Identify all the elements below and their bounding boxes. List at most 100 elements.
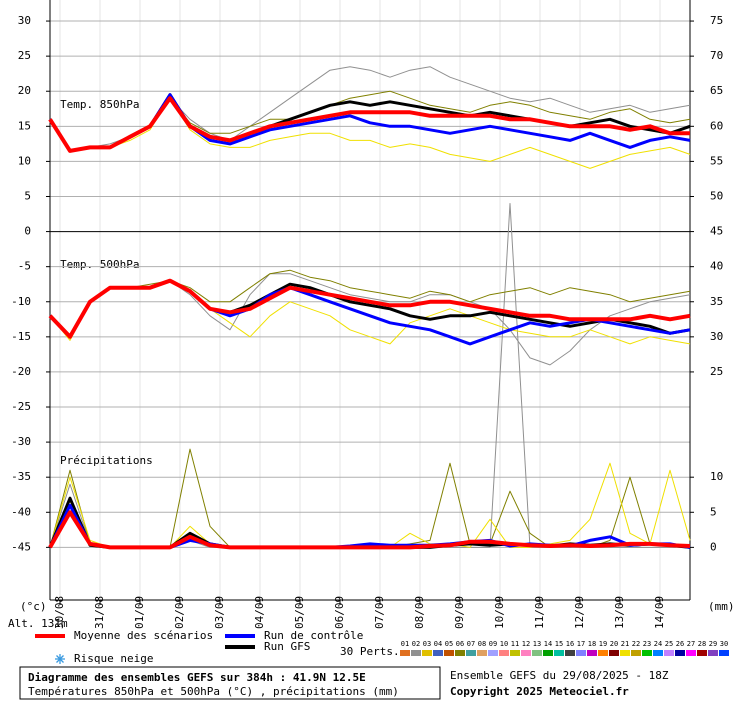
y-tick-label: -40 <box>11 505 31 518</box>
member-label: 15 <box>555 640 563 648</box>
y2-tick-label: 50 <box>710 189 723 202</box>
member-swatch <box>477 650 487 656</box>
x-tick-label: 31/08 <box>93 596 106 629</box>
member-swatch <box>620 650 630 656</box>
member-swatch <box>455 650 465 656</box>
title: Diagramme des ensembles GEFS sur 384h : … <box>28 671 366 684</box>
y-tick-label: -15 <box>11 330 31 343</box>
member-label: 02 <box>412 640 420 648</box>
x-tick-label: 08/09 <box>413 596 426 629</box>
y-tick-label: 15 <box>18 119 31 132</box>
member-swatch <box>510 650 520 656</box>
member-swatch <box>565 650 575 656</box>
members-label: 30 Perts. <box>340 645 400 658</box>
legend-label: Run GFS <box>264 640 310 653</box>
y2-tick-label: 70 <box>710 49 723 62</box>
copyright: Copyright 2025 Meteociel.fr <box>450 685 629 698</box>
x-tick-label: 09/09 <box>453 596 466 629</box>
y2-tick-label: 10 <box>710 470 723 483</box>
y2-tick-label: 0 <box>710 540 717 553</box>
y-tick-label: 0 <box>24 225 31 238</box>
member-swatch <box>488 650 498 656</box>
x-tick-label: 04/09 <box>253 596 266 629</box>
info-box <box>19 666 441 700</box>
subtitle: Températures 850hPa et 500hPa (°C) , pré… <box>28 685 399 698</box>
y2-tick-label: 30 <box>710 330 723 343</box>
member-swatch <box>554 650 564 656</box>
member-swatch <box>631 650 641 656</box>
x-tick-label: 11/09 <box>533 596 546 629</box>
member-label: 06 <box>456 640 464 648</box>
y2-tick-label: 75 <box>710 14 723 27</box>
legend-label: Moyenne des scénarios <box>74 629 213 642</box>
x-tick-label: 06/09 <box>333 596 346 629</box>
y-tick-label: -10 <box>11 295 31 308</box>
y-tick-label: 20 <box>18 84 31 97</box>
legend-label: Run de contrôle <box>264 629 363 642</box>
member-label: 21 <box>621 640 629 648</box>
member-swatch <box>422 650 432 656</box>
member-swatch <box>664 650 674 656</box>
x-tick-label: 10/09 <box>493 596 506 629</box>
member-swatch <box>708 650 718 656</box>
member-label: 22 <box>632 640 640 648</box>
series-line <box>48 510 691 550</box>
member-swatch <box>609 650 619 656</box>
y2-tick-label: 45 <box>710 225 723 238</box>
member-label: 12 <box>522 640 530 648</box>
member-swatch <box>411 650 421 656</box>
y2-unit: (mm) <box>708 600 735 613</box>
y2-tick-label: 60 <box>710 119 723 132</box>
member-label: 24 <box>654 640 662 648</box>
y-tick-label: 5 <box>24 189 31 202</box>
member-swatch <box>587 650 597 656</box>
member-swatch <box>499 650 509 656</box>
y2-tick-label: 35 <box>710 295 723 308</box>
series-line <box>48 96 690 153</box>
y2-tick-label: 40 <box>710 260 723 273</box>
y-tick-label: -5 <box>18 260 31 273</box>
member-swatch <box>532 650 542 656</box>
member-label: 11 <box>511 640 519 648</box>
member-label: 01 <box>401 640 409 648</box>
member-label: 20 <box>610 640 618 648</box>
y-unit: (°c) <box>20 600 47 613</box>
member-label: 04 <box>434 640 442 648</box>
member-swatch <box>686 650 696 656</box>
y-tick-label: -20 <box>11 365 31 378</box>
x-tick-label: 01/09 <box>133 596 146 629</box>
member-label: 19 <box>599 640 607 648</box>
member-label: 28 <box>698 640 706 648</box>
y2-tick-label: 65 <box>710 84 723 97</box>
member-swatch <box>400 650 410 656</box>
member-label: 03 <box>423 640 431 648</box>
x-tick-label: 30/08 <box>53 596 66 629</box>
member-label: 23 <box>643 640 651 648</box>
member-swatch <box>433 650 443 656</box>
x-tick-label: 02/09 <box>173 596 186 629</box>
member-swatch <box>466 650 476 656</box>
y2-tick-label: 25 <box>710 365 723 378</box>
member-swatch <box>543 650 553 656</box>
member-label: 30 <box>720 640 728 648</box>
y-tick-label: 25 <box>18 49 31 62</box>
y-tick-label: -35 <box>11 470 31 483</box>
member-label: 07 <box>467 640 475 648</box>
y-tick-label: -30 <box>11 435 31 448</box>
member-swatch <box>521 650 531 656</box>
series-line <box>48 278 691 339</box>
snow-label: Risque neige <box>74 652 153 665</box>
member-label: 14 <box>544 640 552 648</box>
y2-tick-label: 55 <box>710 154 723 167</box>
member-swatch <box>598 650 608 656</box>
member-label: 18 <box>588 640 596 648</box>
member-label: 10 <box>500 640 508 648</box>
y-tick-label: -25 <box>11 400 31 413</box>
member-swatch <box>697 650 707 656</box>
x-tick-label: 03/09 <box>213 596 226 629</box>
member-label: 05 <box>445 640 453 648</box>
x-tick-label: 13/09 <box>613 596 626 629</box>
x-tick-label: 12/09 <box>573 596 586 629</box>
member-swatch <box>576 650 586 656</box>
